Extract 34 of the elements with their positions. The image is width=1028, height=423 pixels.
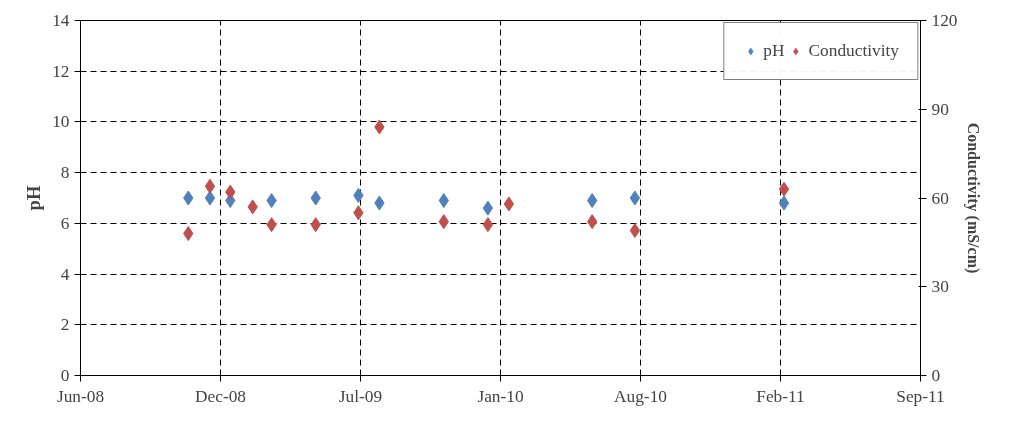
x-tick-label: Feb-11 xyxy=(756,386,805,406)
legend-label: pH xyxy=(763,41,785,61)
y-tick-label: 10 xyxy=(52,112,70,132)
y-tick-label: 0 xyxy=(60,366,70,385)
x-tick-label: Jan-10 xyxy=(477,386,524,406)
y-tick-label: 12 xyxy=(52,61,70,81)
point xyxy=(482,200,494,216)
y2-tick-label: 0 xyxy=(931,366,941,385)
x-tick-label: Dec-08 xyxy=(195,386,246,406)
y-tick-label: 2 xyxy=(60,315,70,335)
point xyxy=(482,217,494,233)
y2-tick-label: 60 xyxy=(931,188,949,208)
x-tick-label: Sep-11 xyxy=(896,386,945,406)
point xyxy=(183,226,194,241)
y2-tick-label: 90 xyxy=(931,99,949,119)
point xyxy=(204,190,216,206)
y-tick-label: 4 xyxy=(60,264,70,284)
y-tick-label: 8 xyxy=(60,163,70,183)
legend-label: Conductivity xyxy=(808,41,899,61)
y-tick-label: 14 xyxy=(52,11,70,30)
x-tick-label: Jun-08 xyxy=(56,386,105,406)
point xyxy=(503,196,515,212)
point xyxy=(204,178,216,194)
y2-tick-label: 120 xyxy=(931,11,958,30)
y2-tick-label: 30 xyxy=(931,277,949,297)
point xyxy=(778,195,790,211)
y-axis-title: pH xyxy=(23,185,45,211)
x-tick-label: Aug-10 xyxy=(614,386,667,406)
point xyxy=(629,190,641,206)
point xyxy=(778,181,790,197)
y-tick-label: 6 xyxy=(60,213,70,233)
y2-axis-title: Conductivity (mS/cm) xyxy=(964,122,983,274)
point xyxy=(629,223,641,239)
x-tick-label: Jul-09 xyxy=(338,386,383,406)
